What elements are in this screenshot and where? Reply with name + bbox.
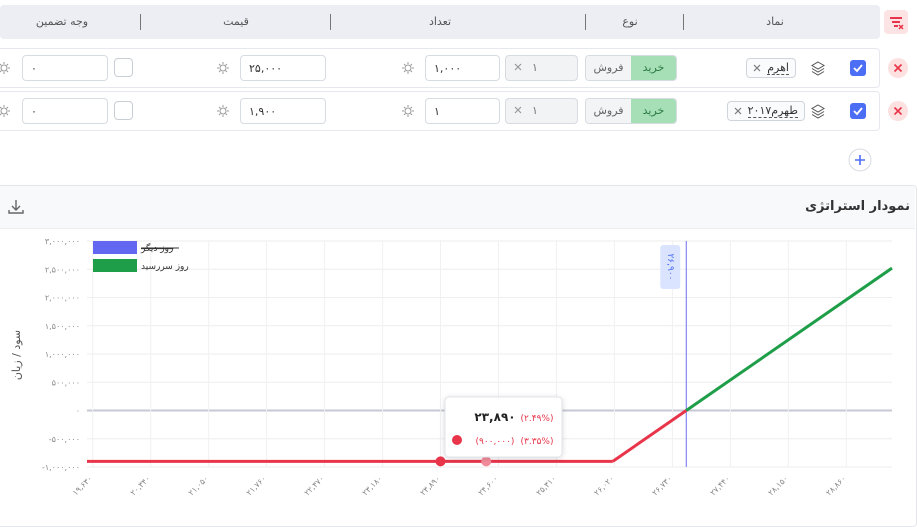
x-tick-label: ۲۱,۷۶۰ [245,474,268,497]
tooltip-dot [452,435,462,445]
sell-button[interactable]: فروش [586,56,631,80]
separator [683,14,684,30]
margin-settings[interactable] [0,104,11,121]
remove-row-button[interactable] [887,100,909,125]
margin-checkbox[interactable] [114,58,133,77]
separator [330,14,331,30]
quantity-settings[interactable] [401,61,415,78]
line-segment [611,409,688,463]
header-cell: نوع [622,15,638,28]
symbol-chip[interactable]: اهرم [746,58,796,78]
y-tick-label: ۲,۵۰۰,۰۰۰ [45,265,80,274]
y-tick-label: -۵۰۰,۰۰۰ [49,435,80,444]
tooltip-x: ۲۳,۸۹۰ [474,410,515,424]
separator [140,14,141,30]
x-tick-label: ۲۳,۸۹۰ [419,474,442,497]
price-settings[interactable] [216,104,230,121]
x-tick-label: ۲۲,۴۷۰ [303,474,326,497]
legend-label: روز سررسید [141,262,189,272]
symbol-chip[interactable]: طهرم۲۰۱۷ [726,101,805,121]
header-cell: تعداد [428,15,452,28]
reference-label-box [660,245,681,289]
tooltip-value: (۹۰۰,۰۰۰) [476,437,515,447]
hover-point [435,456,446,467]
margin-checkbox[interactable] [114,101,133,120]
x-tick-label: ۲۴,۶۰۰ [477,474,500,497]
y-tick-label: -۱,۰۰۰,۰۰۰ [42,463,80,472]
quantity-input[interactable]: ۱ [425,98,500,124]
row-checkbox[interactable] [850,60,866,79]
side-toggle: فروش خرید [585,55,677,81]
clear-filter-button[interactable] [884,10,908,34]
margin-input[interactable]: ۰ [22,55,108,81]
x-tick-label: ۱۹,۶۳۰ [71,474,94,497]
y-tick-label: ۱,۰۰۰,۰۰۰ [45,350,80,359]
quantity-settings[interactable] [401,104,415,121]
chart-header [0,186,915,229]
x-tick-label: ۲۷,۴۴۰ [708,474,731,497]
x-tick-label: ۲۸,۱۵۰ [766,474,789,497]
tooltip-value-change: (۳.۳۵%) [521,437,554,447]
times-icon [514,55,522,81]
symbol: طهرم۲۰۱۷ [747,104,798,118]
download-button[interactable] [6,197,26,217]
buy-button[interactable]: خرید [631,56,676,80]
y-tick-label: ۱,۵۰۰,۰۰۰ [45,322,80,331]
x-tick-label: ۲۶,۰۲۰ [592,474,615,497]
tooltip [444,396,563,458]
legend-swatch [93,259,137,272]
y-tick-label: ۲,۰۰۰,۰۰۰ [45,294,80,303]
margin-settings[interactable] [0,61,11,78]
x-tick-label: ۲۳,۱۸۰ [361,474,384,497]
price-input[interactable]: ۱,۹۰۰ [240,98,326,124]
legend-swatch [93,241,137,254]
reference-label: ۲۶,۹۰۰ [665,253,675,280]
multiplier-value: ۱ [532,61,538,74]
tooltip-x-change: (۲.۴۹%) [521,414,554,424]
add-row-button[interactable] [848,148,872,172]
row-checkbox[interactable] [850,103,866,122]
header-cell: وجه تضمین [35,15,89,28]
header-cell: نماد [766,15,784,28]
x-tick-label: ۲۸,۸۶۰ [824,474,847,497]
layers-icon [810,60,826,79]
times-icon [514,98,522,124]
margin-input[interactable]: ۰ [22,98,108,124]
separator [585,14,586,30]
x-tick-label: ۲۶,۷۳۰ [650,474,673,497]
remove-symbol[interactable] [753,62,761,75]
y-tick-label: ۳,۰۰۰,۰۰۰ [45,237,80,246]
sell-button[interactable]: فروش [586,99,631,123]
price-settings[interactable] [216,61,230,78]
quantity-input[interactable]: ۱,۰۰۰ [425,55,500,81]
remove-symbol[interactable] [734,105,742,118]
multiplier: ۱ [505,55,578,81]
y-axis-label: سود / زیان [10,330,23,380]
hover-point [481,456,492,467]
multiplier-value: ۱ [532,104,538,117]
side-toggle: فروش خرید [585,98,677,124]
y-tick-label: ۰ [76,407,80,416]
header-cell: قیمت [223,15,249,28]
layers-icon [810,103,826,122]
line-segment [685,266,893,412]
buy-button[interactable]: خرید [631,99,676,123]
table-header [0,5,880,39]
x-tick-label: ۲۰,۳۴۰ [129,474,152,497]
chart-title: نمودار استراتژی [805,199,910,214]
symbol: اهرم [767,61,789,75]
price-input[interactable]: ۲۵,۰۰۰ [240,55,326,81]
y-tick-label: ۵۰۰,۰۰۰ [52,378,80,387]
remove-row-button[interactable] [887,57,909,82]
multiplier: ۱ [505,98,578,124]
x-tick-label: ۲۱,۰۵۰ [187,474,210,497]
x-tick-label: ۲۵,۳۱۰ [535,474,558,497]
